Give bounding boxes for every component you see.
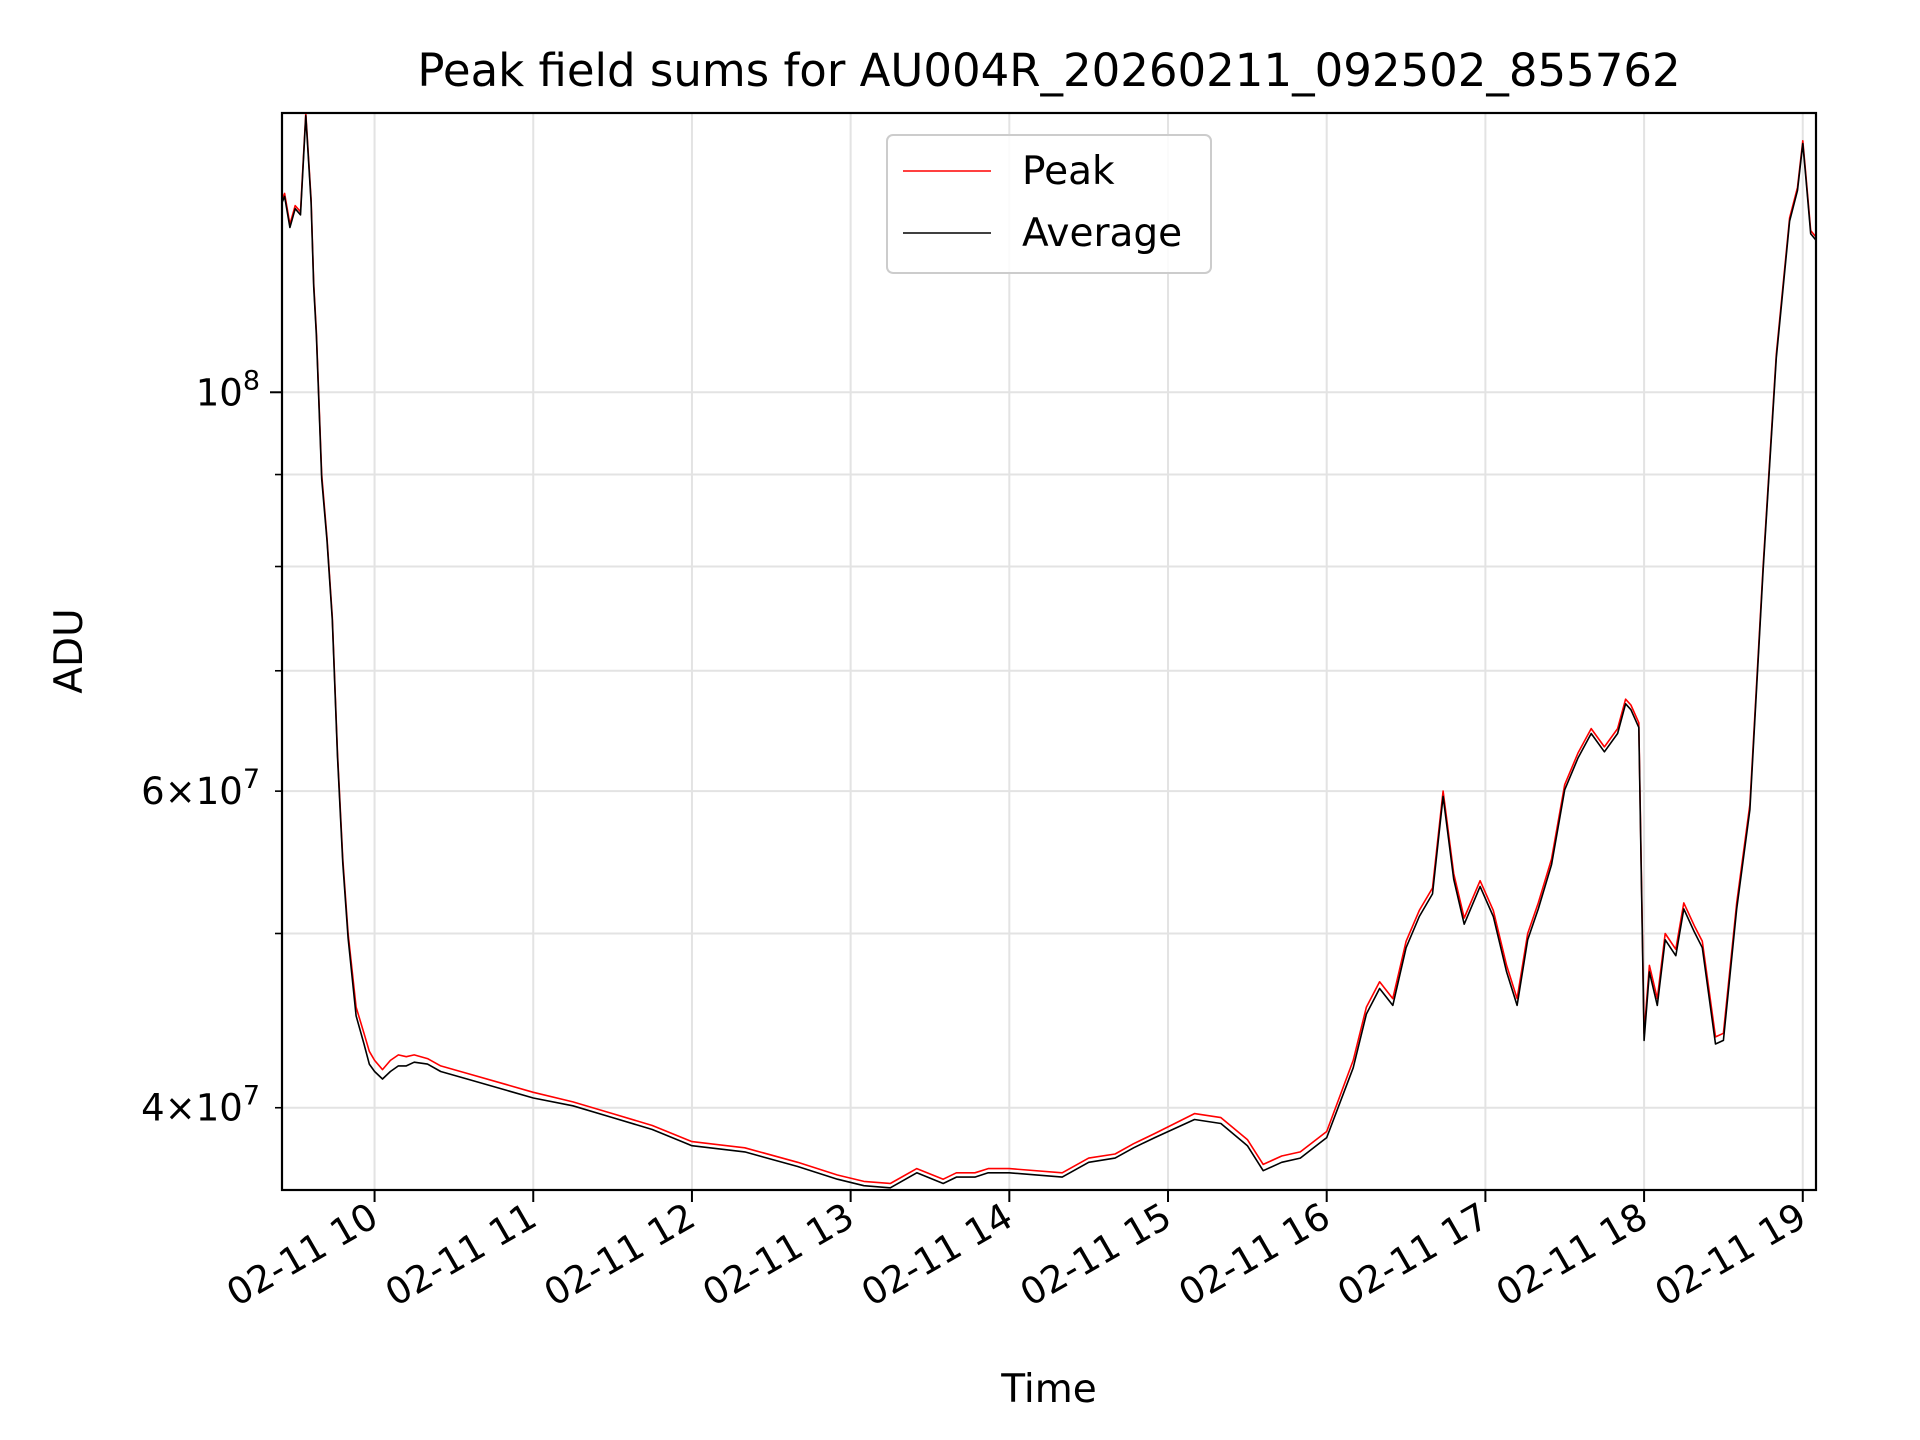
y-tick-base: 10 [196,371,243,414]
y-tick-mantissa: 4 [141,1087,165,1130]
legend-label-average: Average [1022,211,1182,256]
y-tick-label: 6×107 [141,764,260,813]
legend-box [886,134,1212,274]
chart-title: Peak field sums for AU004R_20260211_0925… [417,44,1680,97]
y-axis-label: ADU [47,608,92,693]
y-tick-exponent: 7 [243,764,260,795]
y-tick-label: 4×107 [141,1081,260,1130]
plot-frame [280,111,1818,1192]
y-tick-exponent: 8 [243,365,260,396]
y-tick-times: × [165,1087,196,1130]
series-line-average [282,114,1816,1189]
y-tick-mantissa: 6 [141,770,165,813]
y-tick-base: 10 [196,770,243,813]
y-tick-base: 10 [196,1087,243,1130]
y-tick-label: 108 [196,365,260,414]
y-tick-exponent: 7 [243,1081,260,1112]
legend: Peak Average [886,134,1212,274]
y-tick-times: × [165,770,196,813]
series-layer [282,113,1816,1189]
x-axis-label: Time [1000,1367,1096,1412]
grid-lines [282,113,1816,1190]
legend-label-peak: Peak [1022,149,1115,194]
